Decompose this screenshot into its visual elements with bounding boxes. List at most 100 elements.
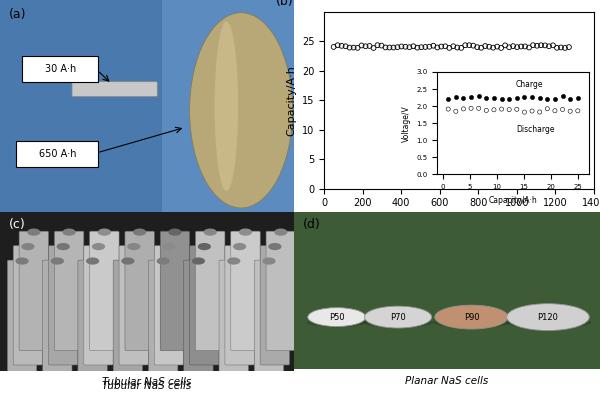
Point <box>564 44 574 50</box>
FancyBboxPatch shape <box>154 246 184 365</box>
Ellipse shape <box>308 308 366 327</box>
Point <box>528 42 538 48</box>
Point <box>481 43 490 49</box>
Ellipse shape <box>505 316 592 329</box>
Point <box>552 45 562 51</box>
Ellipse shape <box>227 257 241 264</box>
Point <box>385 44 394 51</box>
Point <box>445 45 454 51</box>
Ellipse shape <box>157 257 170 264</box>
FancyBboxPatch shape <box>7 260 37 380</box>
Point <box>349 44 358 51</box>
FancyBboxPatch shape <box>231 231 260 351</box>
Point <box>361 43 370 50</box>
Ellipse shape <box>362 318 433 327</box>
Point <box>457 45 466 51</box>
Point <box>460 42 470 48</box>
Point <box>560 45 570 51</box>
Point <box>464 42 474 48</box>
Ellipse shape <box>215 21 238 191</box>
Point <box>440 43 450 50</box>
Point <box>469 42 478 49</box>
Point <box>544 43 554 50</box>
Ellipse shape <box>27 228 40 236</box>
Point <box>404 44 414 50</box>
Point <box>353 45 362 51</box>
Ellipse shape <box>364 306 432 328</box>
Text: 30 A·h: 30 A·h <box>44 64 76 74</box>
Point <box>425 44 434 50</box>
Ellipse shape <box>233 243 246 250</box>
FancyBboxPatch shape <box>72 82 157 97</box>
Ellipse shape <box>127 243 140 250</box>
Point <box>505 44 514 50</box>
Point <box>341 43 350 50</box>
Ellipse shape <box>86 257 99 264</box>
FancyBboxPatch shape <box>16 141 98 167</box>
Text: Tubular NaS cells: Tubular NaS cells <box>103 377 191 387</box>
Point <box>333 42 343 48</box>
FancyBboxPatch shape <box>43 260 72 380</box>
Point <box>365 43 374 49</box>
Text: (c): (c) <box>9 218 26 231</box>
FancyBboxPatch shape <box>89 231 119 351</box>
Ellipse shape <box>56 243 70 250</box>
Ellipse shape <box>98 228 111 236</box>
Point <box>508 43 518 49</box>
Point <box>345 44 355 51</box>
Point <box>401 44 410 50</box>
Ellipse shape <box>262 257 275 264</box>
Point <box>377 42 386 49</box>
Point <box>337 43 346 49</box>
Point <box>452 44 462 51</box>
Point <box>524 44 534 51</box>
FancyBboxPatch shape <box>160 231 190 351</box>
Ellipse shape <box>169 228 182 236</box>
Ellipse shape <box>22 243 35 250</box>
FancyBboxPatch shape <box>78 260 107 380</box>
FancyBboxPatch shape <box>184 260 213 380</box>
Ellipse shape <box>163 243 176 250</box>
Text: P120: P120 <box>538 312 559 321</box>
Ellipse shape <box>435 305 508 329</box>
Text: Planar NaS cells: Planar NaS cells <box>406 376 488 386</box>
Point <box>520 43 530 50</box>
Text: P50: P50 <box>329 312 344 321</box>
Point <box>409 43 418 50</box>
Ellipse shape <box>203 228 217 236</box>
Bar <box>0 0 162 212</box>
Ellipse shape <box>51 257 64 264</box>
Text: (d): (d) <box>303 218 321 231</box>
Ellipse shape <box>190 13 293 208</box>
FancyBboxPatch shape <box>125 231 154 351</box>
Ellipse shape <box>239 228 252 236</box>
Point <box>428 42 438 49</box>
Ellipse shape <box>62 228 76 236</box>
Point <box>389 44 398 51</box>
FancyBboxPatch shape <box>113 260 143 380</box>
Point <box>448 43 458 50</box>
Point <box>329 44 338 50</box>
Point <box>484 44 494 50</box>
Point <box>496 45 506 51</box>
Text: (a): (a) <box>9 9 26 22</box>
FancyBboxPatch shape <box>266 231 295 351</box>
Ellipse shape <box>307 318 367 327</box>
Point <box>392 44 402 50</box>
Ellipse shape <box>133 228 146 236</box>
Text: Tubular NaS cells: Tubular NaS cells <box>103 381 191 391</box>
Text: (b): (b) <box>275 0 293 8</box>
Point <box>532 42 542 49</box>
Ellipse shape <box>198 243 211 250</box>
Text: 650 A·h: 650 A·h <box>38 149 76 159</box>
Text: P70: P70 <box>390 312 406 321</box>
FancyBboxPatch shape <box>19 231 49 351</box>
Point <box>512 44 522 50</box>
Ellipse shape <box>92 243 105 250</box>
FancyBboxPatch shape <box>196 231 225 351</box>
FancyBboxPatch shape <box>190 246 219 365</box>
FancyBboxPatch shape <box>55 231 84 351</box>
FancyBboxPatch shape <box>49 246 78 365</box>
Point <box>536 42 546 48</box>
Point <box>373 42 382 48</box>
